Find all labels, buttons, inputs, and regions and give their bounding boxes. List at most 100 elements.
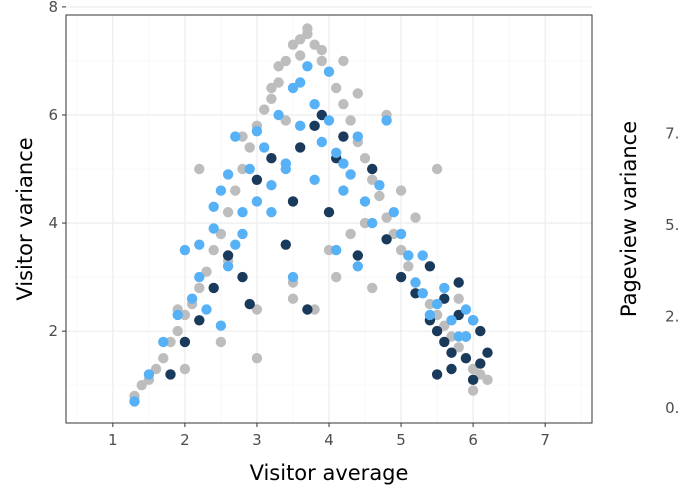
point-grey [194, 163, 205, 175]
point-light [266, 180, 277, 191]
point-light [352, 261, 363, 272]
point-grey [237, 131, 248, 142]
point-grey [208, 244, 219, 256]
point-grey [381, 212, 392, 223]
plot-panel [66, 6, 592, 423]
point-light [331, 244, 342, 256]
point-grey [302, 23, 313, 34]
point-dark [381, 234, 392, 245]
point-light [345, 169, 356, 180]
point-light [259, 142, 270, 153]
y-tick-label: 6 [48, 106, 58, 124]
point-light [194, 239, 205, 250]
point-dark [295, 142, 306, 153]
point-grey [237, 163, 248, 175]
point-light [273, 109, 284, 121]
point-grey [316, 55, 327, 67]
point-grey [251, 353, 263, 364]
legend-tick-label: 0.0 [665, 399, 680, 417]
point-dark [453, 277, 464, 288]
point-grey [323, 244, 335, 256]
x-tick-label: 3 [252, 431, 262, 449]
point-light [359, 196, 371, 207]
point-grey [439, 320, 450, 331]
point-grey [287, 39, 299, 50]
colorbar-legend: Pageview variance 0.0 2.5 5.0 7.5 [617, 121, 680, 417]
point-grey [345, 228, 356, 240]
y-tick-label: 8 [48, 0, 58, 16]
point-dark [439, 293, 450, 304]
point-light [295, 120, 306, 131]
point-light [431, 298, 443, 310]
point-light [352, 131, 363, 142]
point-grey [230, 185, 241, 196]
point-light [410, 277, 421, 288]
point-grey [179, 309, 191, 321]
point-grey [194, 282, 205, 294]
point-grey [431, 163, 443, 175]
point-light [208, 223, 219, 234]
point-light [143, 369, 155, 380]
y-axis-title: Visitor variance [13, 137, 37, 300]
point-grey [410, 212, 421, 223]
point-grey [338, 55, 349, 67]
point-grey [475, 369, 486, 380]
point-grey [165, 336, 176, 348]
point-light [309, 174, 320, 185]
point-grey [295, 34, 306, 45]
point-dark [424, 261, 436, 272]
point-light [287, 271, 299, 283]
point-light [417, 288, 428, 299]
point-dark [179, 336, 191, 348]
point-dark [446, 347, 457, 358]
point-dark [460, 353, 472, 364]
legend-tick-label: 2.5 [665, 307, 680, 325]
x-tick-label: 6 [468, 431, 478, 449]
point-dark [222, 250, 234, 261]
point-dark [316, 109, 327, 121]
point-grey [280, 55, 291, 67]
point-dark [323, 207, 335, 218]
point-grey [367, 174, 378, 185]
x-axis-title: Visitor average [250, 461, 409, 485]
point-grey [352, 88, 363, 99]
point-light [201, 304, 212, 315]
point-light [323, 66, 335, 77]
point-light [280, 163, 291, 175]
point-grey [374, 190, 385, 202]
point-dark [244, 298, 255, 310]
y-tick-label: 2 [48, 322, 58, 340]
point-dark [410, 288, 421, 299]
point-light [237, 207, 248, 218]
point-light [395, 228, 407, 240]
point-grey [467, 385, 479, 396]
point-dark [352, 250, 363, 261]
axis-ticks: 1 2 3 4 5 6 7 2 4 6 8 [48, 0, 549, 449]
point-light [374, 180, 385, 191]
point-grey [431, 309, 443, 321]
point-grey [395, 244, 407, 256]
point-dark [475, 325, 486, 337]
point-light [215, 185, 227, 196]
point-grey [403, 261, 414, 272]
point-grey [280, 115, 291, 126]
point-light [129, 396, 140, 407]
point-grey [222, 207, 234, 218]
point-dark [431, 325, 443, 337]
point-dark [431, 369, 443, 380]
point-light [338, 158, 349, 169]
point-grey [266, 82, 277, 94]
point-light [158, 336, 169, 348]
point-light [172, 309, 183, 321]
legend-title: Pageview variance [617, 121, 641, 317]
point-grey [482, 374, 493, 385]
y-tick-label: 4 [48, 214, 58, 232]
point-dark [338, 131, 349, 142]
point-grey [244, 142, 255, 153]
point-dark [280, 239, 291, 250]
point-light [208, 201, 219, 212]
x-tick-label: 4 [324, 431, 334, 449]
point-grey [467, 363, 479, 375]
point-grey [453, 293, 464, 304]
point-dark [482, 347, 493, 358]
